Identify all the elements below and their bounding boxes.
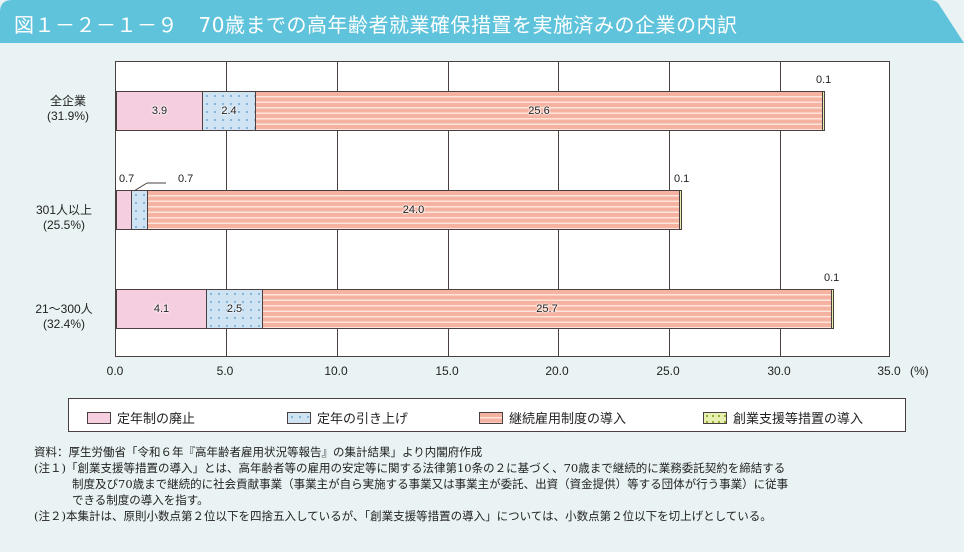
notes: 資料：厚生労働省「令和６年『高年齢者雇用状況等報告』の集計結果」より内閣府作成 … xyxy=(34,444,788,524)
segment-continued: 25.7 xyxy=(262,289,831,329)
category-total: (25.5%) xyxy=(42,218,86,232)
x-tick: 15.0 xyxy=(435,364,459,378)
legend-label: 定年制の廃止 xyxy=(117,412,196,427)
plot-area: 3.9 2.4 25.6 24.0 4.1 2.5 25.7 0.1 0.7 0… xyxy=(115,61,890,357)
segment-value: 4.1 xyxy=(153,303,170,315)
note-1-continued: できる制度の導入を指す。 xyxy=(72,493,209,507)
legend-swatch xyxy=(703,411,727,424)
segment-value: 25.6 xyxy=(528,105,550,117)
segment-continued: 25.6 xyxy=(255,91,822,131)
x-tick: 10.0 xyxy=(324,364,348,378)
leader-line xyxy=(134,182,166,192)
x-tick: 0.0 xyxy=(106,364,124,378)
legend-item-startup: 創業支援等措置の導入 xyxy=(703,408,863,427)
raise-value-label: 0.7 xyxy=(178,173,194,185)
bar-all-companies: 3.9 2.4 25.6 xyxy=(116,91,825,131)
note-1-continued: 制度及び70歳まで継続的に社会貢献事業（事業主が自ら実施する事業又は事業主が委託… xyxy=(72,477,789,491)
segment-value: 2.5 xyxy=(226,303,243,315)
title-bar: 図１－２－１－９ 70歳までの高年齢者就業確保措置を実施済みの企業の内訳 xyxy=(0,0,964,43)
category-total: (32.4%) xyxy=(42,317,86,331)
legend-swatch xyxy=(87,411,111,424)
x-tick: 20.0 xyxy=(545,364,569,378)
segment-raise: 2.4 xyxy=(202,91,255,131)
category-label-301-plus: 301人以上 (25.5%) xyxy=(14,203,114,233)
segment-continued: 24.0 xyxy=(147,190,679,230)
note-1: (注１)「創業支援等措置の導入」とは、高年齢者等の雇用の安定等に関する法律第10… xyxy=(34,461,786,475)
startup-value-label: 0.1 xyxy=(816,74,832,86)
legend-swatch xyxy=(287,411,311,424)
bar-301-plus: 24.0 xyxy=(116,190,682,230)
category-label-21-300: 21～300人 (32.4%) xyxy=(14,302,114,332)
x-tick: 30.0 xyxy=(767,364,791,378)
chart-title: 図１－２－１－９ 70歳までの高年齢者就業確保措置を実施済みの企業の内訳 xyxy=(14,13,738,37)
legend-item-continued: 継続雇用制度の導入 xyxy=(479,408,626,427)
segment-startup xyxy=(679,190,682,230)
category-name: 全企業 xyxy=(49,94,86,108)
title-banner-shape xyxy=(0,0,964,43)
x-tick: 25.0 xyxy=(656,364,680,378)
category-name: 21～300人 xyxy=(35,302,93,316)
abolition-value-label: 0.7 xyxy=(119,173,135,185)
legend-label: 継続雇用制度の導入 xyxy=(509,412,627,427)
segment-abolition xyxy=(116,190,131,230)
segment-raise xyxy=(131,190,147,230)
source-note: 資料：厚生労働省「令和６年『高年齢者雇用状況等報告』の集計結果」より内閣府作成 xyxy=(34,445,483,459)
x-tick: 5.0 xyxy=(216,364,234,378)
category-total: (31.9%) xyxy=(46,109,90,123)
segment-value: 24.0 xyxy=(402,204,425,216)
startup-value-label: 0.1 xyxy=(674,173,690,185)
x-tick: 35.0 xyxy=(877,364,901,378)
segment-abolition: 3.9 xyxy=(116,91,202,131)
legend-label: 定年の引き上げ xyxy=(317,412,409,427)
segment-startup xyxy=(831,289,834,329)
bar-21-300: 4.1 2.5 25.7 xyxy=(116,289,834,329)
gridline xyxy=(780,62,781,356)
legend-swatch xyxy=(479,411,503,424)
startup-value-label: 0.1 xyxy=(824,272,840,284)
segment-startup xyxy=(822,91,825,131)
segment-value: 3.9 xyxy=(151,105,168,117)
legend-item-abolition: 定年制の廃止 xyxy=(87,408,195,427)
segment-value: 25.7 xyxy=(536,303,558,315)
segment-raise: 2.5 xyxy=(206,289,262,329)
category-label-all: 全企業 (31.9%) xyxy=(18,94,118,124)
segment-value: 2.4 xyxy=(221,105,237,117)
x-axis-unit: (%) xyxy=(910,364,929,378)
note-2: (注２)本集計は、原則小数点第２位以下を四捨五入しているが、「創業支援等措置の導… xyxy=(34,509,772,523)
legend-item-raise: 定年の引き上げ xyxy=(287,408,408,427)
legend: 定年制の廃止 定年の引き上げ 継続雇用制度の導入 創業支援等措置の導入 xyxy=(68,398,906,432)
legend-label: 創業支援等措置の導入 xyxy=(733,412,864,427)
segment-abolition: 4.1 xyxy=(116,289,206,329)
category-name: 301人以上 xyxy=(35,203,93,217)
